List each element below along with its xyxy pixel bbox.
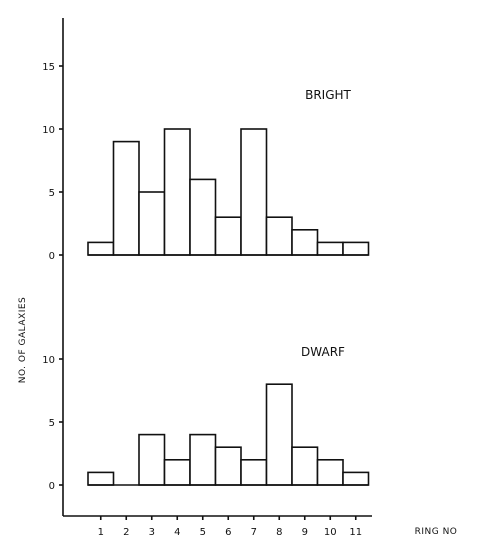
dwarf-panel-title: DWARF bbox=[301, 345, 345, 359]
x-tick-label: 10 bbox=[324, 527, 337, 538]
dwarf-y-tick-label: 0 bbox=[49, 481, 55, 492]
bright-bar-1 bbox=[87, 241, 115, 256]
dwarf-bar-3 bbox=[138, 433, 166, 486]
bright-bar-4 bbox=[163, 128, 191, 256]
x-tick-label: 4 bbox=[174, 527, 180, 538]
dwarf-bar-11 bbox=[342, 471, 370, 486]
bright-panel-title: BRIGHT bbox=[305, 88, 351, 102]
bright-bar-5 bbox=[189, 178, 217, 256]
x-tick-label: 9 bbox=[302, 527, 308, 538]
x-tick-label: 5 bbox=[200, 527, 206, 538]
dwarf-bar-9 bbox=[291, 446, 319, 486]
x-tick-label: 6 bbox=[225, 527, 231, 538]
x-tick-label: 2 bbox=[123, 527, 129, 538]
bright-bar-8 bbox=[265, 216, 293, 256]
bright-bar-2 bbox=[112, 140, 140, 256]
x-tick-label: 7 bbox=[251, 527, 257, 538]
axes bbox=[62, 18, 372, 517]
dwarf-bar-5 bbox=[189, 433, 217, 486]
bright-panel: 0 5 10 15 bbox=[42, 62, 370, 262]
dwarf-bar-4 bbox=[163, 458, 191, 486]
bright-y-tick-label: 0 bbox=[49, 251, 55, 262]
x-axis-labels: 1 2 3 4 5 6 7 8 9 10 11 bbox=[98, 516, 362, 538]
x-tick-label: 8 bbox=[276, 527, 282, 538]
x-tick-label: 11 bbox=[349, 527, 362, 538]
dwarf-bar-1 bbox=[87, 471, 115, 486]
dwarf-panel: 0 5 10 bbox=[42, 355, 370, 492]
bright-y-tick-label: 15 bbox=[42, 62, 55, 73]
y-axis-title: NO. OF GALAXIES bbox=[18, 297, 28, 384]
dwarf-bar-6 bbox=[214, 446, 242, 486]
bright-y-tick-label: 10 bbox=[42, 125, 55, 136]
x-tick-label: 3 bbox=[149, 527, 155, 538]
dwarf-y-tick-label: 5 bbox=[49, 418, 55, 429]
bright-bar-11 bbox=[342, 241, 370, 256]
bright-bar-7 bbox=[240, 128, 268, 256]
dwarf-y-tick-label: 10 bbox=[42, 355, 55, 366]
bright-bar-6 bbox=[214, 216, 242, 256]
dwarf-bar-7 bbox=[240, 458, 268, 486]
bright-bar-10 bbox=[316, 241, 344, 256]
dwarf-bar-10 bbox=[316, 458, 344, 486]
dwarf-bar-8 bbox=[265, 383, 293, 486]
x-tick-label: 1 bbox=[98, 527, 104, 538]
bright-bar-3 bbox=[138, 191, 166, 256]
x-axis-title: RING NO bbox=[415, 527, 458, 537]
bright-bar-9 bbox=[291, 229, 319, 256]
bright-y-tick-label: 5 bbox=[49, 188, 55, 199]
